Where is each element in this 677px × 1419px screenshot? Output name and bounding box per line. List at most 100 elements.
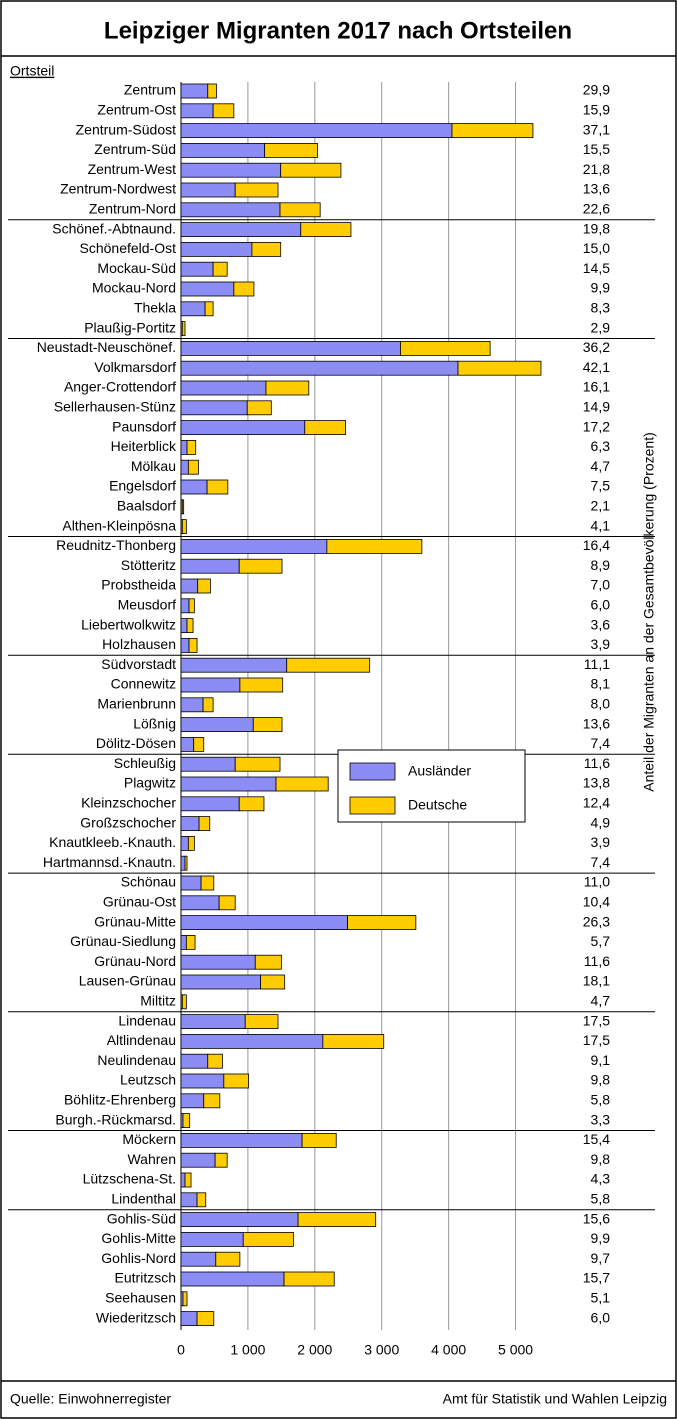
- bar-segment: [181, 321, 186, 337]
- bar-segment: [180, 281, 235, 297]
- bar-segment: [200, 875, 215, 891]
- bar-segment: [180, 142, 266, 158]
- category-label: Lindenthal: [111, 1191, 176, 1207]
- category-label: Mockau-Nord: [92, 280, 176, 296]
- legend-label: Deutsche: [408, 797, 467, 813]
- bar-segment: [180, 439, 188, 455]
- category-label: Baalsdorf: [117, 498, 176, 514]
- share-label: 15,9: [583, 102, 610, 118]
- category-label: Seehausen: [105, 1290, 176, 1306]
- category-label: Zentrum: [124, 82, 176, 98]
- category-label: Möckern: [122, 1131, 176, 1147]
- bar-segment: [180, 340, 401, 356]
- share-label: 36,2: [583, 339, 610, 355]
- share-label: 26,3: [583, 913, 610, 929]
- bar-segment: [202, 697, 214, 713]
- share-label: 15,0: [583, 240, 610, 256]
- share-label: 7,0: [591, 577, 611, 593]
- bar-segment: [207, 1053, 223, 1069]
- category-label: Meusdorf: [118, 597, 176, 613]
- share-label: 17,5: [583, 1012, 610, 1028]
- bar-segment: [180, 1014, 246, 1029]
- share-label: 6,3: [591, 438, 611, 454]
- bar-segment: [180, 182, 236, 198]
- bar-segment: [304, 420, 346, 436]
- bar-segment: [400, 340, 491, 356]
- bar-segment: [180, 202, 281, 218]
- x-tick-label: 4 000: [431, 1342, 466, 1358]
- bar-segment: [214, 1152, 228, 1168]
- category-label: Paunsdorf: [112, 418, 176, 434]
- bar-segment: [180, 241, 253, 257]
- bar-segment: [218, 895, 236, 911]
- bar-segment: [457, 360, 542, 376]
- bar-segment: [242, 1232, 294, 1247]
- share-label: 4,7: [591, 993, 611, 1009]
- bar-segment: [260, 974, 286, 990]
- bar-segment: [326, 539, 423, 554]
- share-label: 17,5: [583, 1032, 610, 1048]
- bar-segment: [275, 776, 329, 792]
- bar-segment: [180, 1053, 209, 1069]
- bar-segment: [180, 222, 302, 238]
- bar-segment: [180, 1133, 303, 1148]
- bar-segment: [180, 1192, 198, 1208]
- bar-segment: [246, 400, 272, 416]
- share-label: 3,9: [591, 834, 611, 850]
- bar-segment: [186, 439, 197, 455]
- bar-segment: [180, 935, 187, 950]
- bar-segment: [180, 697, 204, 713]
- category-label: Neustadt-Neuschönef.: [37, 339, 176, 355]
- bar-segment: [279, 202, 321, 218]
- bar-segment: [239, 677, 284, 693]
- bar-segment: [286, 657, 371, 673]
- bar-segment: [300, 222, 352, 238]
- category-label: Plagwitz: [124, 775, 176, 791]
- bar-segment: [181, 519, 187, 534]
- bar-segment: [180, 717, 254, 732]
- share-label: 13,6: [583, 715, 610, 731]
- category-label: Reudnitz-Thonberg: [56, 537, 176, 553]
- bar-segment: [180, 895, 220, 911]
- category-label: Schönefeld-Ost: [80, 240, 177, 256]
- bar-segment: [196, 1311, 215, 1326]
- share-label: 18,1: [583, 973, 610, 989]
- bar-segment: [180, 400, 248, 416]
- share-label: 9,8: [591, 1151, 611, 1167]
- bar-segment: [180, 796, 240, 812]
- category-label: Großzschocher: [80, 814, 176, 830]
- category-label: Probstheida: [101, 577, 176, 593]
- category-label: Zentrum-Nordwest: [60, 181, 176, 197]
- share-label: 13,6: [583, 181, 610, 197]
- share-label: 2,1: [591, 498, 611, 514]
- category-label: Zentrum-Nord: [89, 201, 176, 217]
- category-label: Mölkau: [131, 458, 176, 474]
- category-label: Grünau-Ost: [103, 894, 176, 910]
- category-label: Hartmannsd.-Knautn.: [43, 854, 176, 870]
- category-label: Volkmarsdorf: [94, 359, 176, 375]
- category-label: Mockau-Süd: [97, 260, 176, 276]
- category-label: Connewitz: [111, 676, 176, 692]
- share-label: 7,4: [591, 854, 611, 870]
- category-label: Gohlis-Süd: [107, 1210, 176, 1226]
- bar-segment: [180, 1073, 225, 1089]
- category-label: Südvorstadt: [101, 656, 176, 672]
- share-label: 4,7: [591, 458, 611, 474]
- share-label: 8,3: [591, 300, 611, 316]
- bar-segment: [251, 241, 282, 257]
- share-label: 3,6: [591, 616, 611, 632]
- share-label: 14,5: [583, 260, 610, 276]
- share-label: 2,9: [591, 319, 611, 335]
- bar-segment: [180, 1212, 299, 1227]
- bar-segment: [180, 301, 206, 317]
- category-label: Lützschena-St.: [83, 1171, 176, 1187]
- share-label: 8,0: [591, 696, 611, 712]
- bar-segment: [180, 83, 209, 99]
- bar-segment: [188, 638, 198, 653]
- bar-segment: [234, 756, 281, 772]
- share-label: 9,9: [591, 280, 611, 296]
- share-label: 6,0: [591, 1309, 611, 1325]
- share-label: 13,8: [583, 775, 610, 791]
- bar-segment: [180, 875, 202, 891]
